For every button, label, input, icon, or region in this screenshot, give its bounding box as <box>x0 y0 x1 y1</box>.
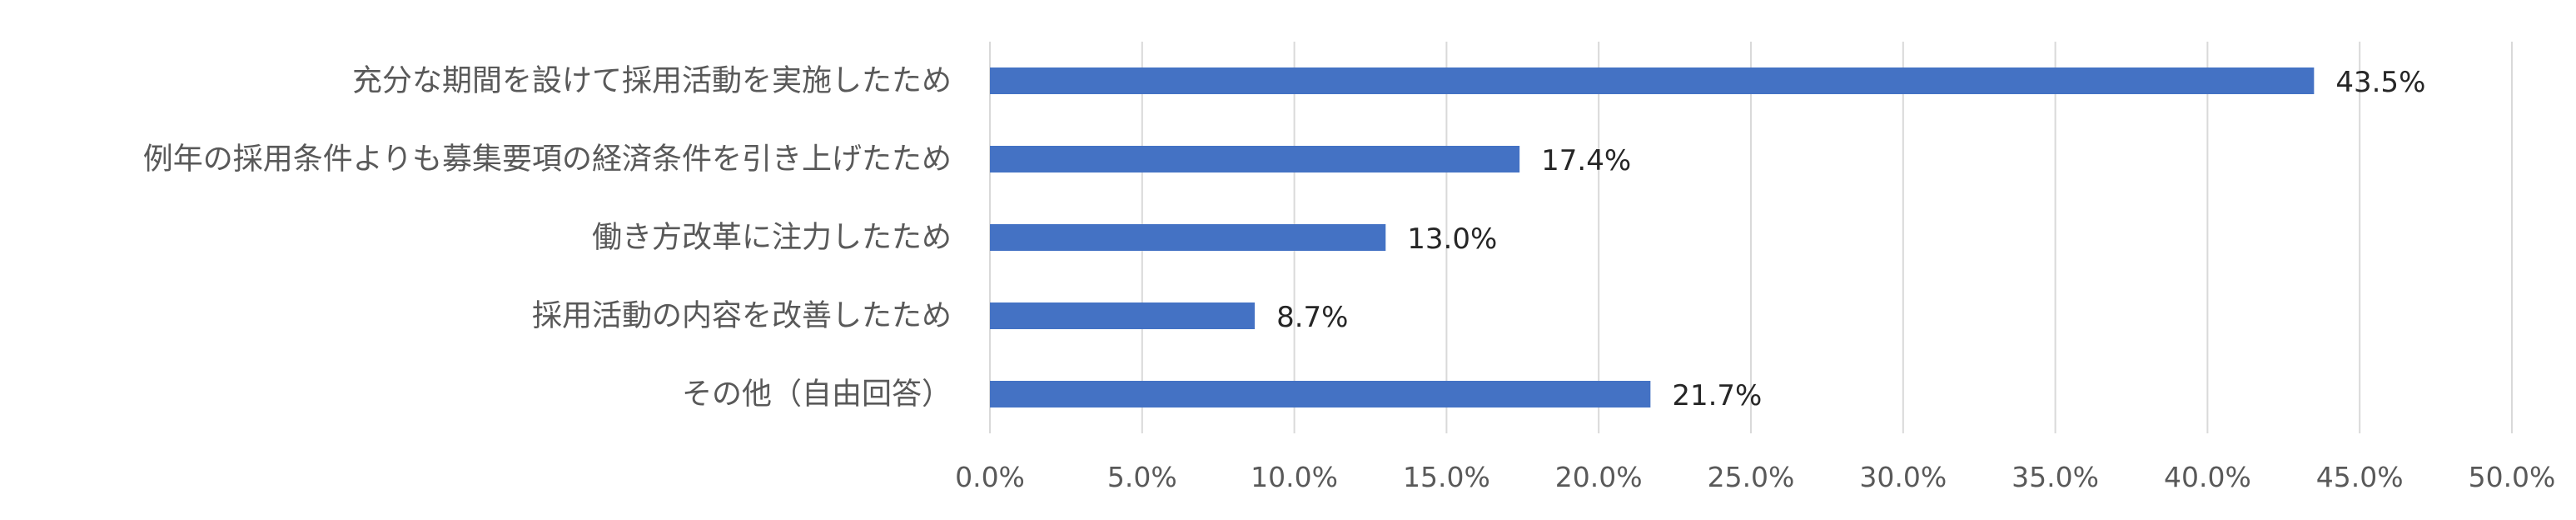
x-tick-label: 5.0% <box>1107 461 1177 493</box>
bars <box>990 68 2315 408</box>
bar <box>990 224 1386 251</box>
data-label: 13.0% <box>1407 222 1497 256</box>
x-tick-label: 20.0% <box>1555 461 1643 493</box>
category-label: その他（自由回答） <box>682 378 952 412</box>
x-tick-label: 50.0% <box>2469 461 2556 493</box>
bar <box>990 302 1256 329</box>
category-label: 働き方改革に注力したため <box>592 221 952 255</box>
x-tick-label: 30.0% <box>1859 461 1947 493</box>
x-tick-label: 35.0% <box>2012 461 2099 493</box>
category-label: 採用活動の内容を改善したため <box>532 299 952 333</box>
x-tick-label: 15.0% <box>1403 461 1490 493</box>
category-labels: 充分な期間を設けて採用活動を実施したため例年の採用条件よりも募集要項の経済条件を… <box>143 64 952 412</box>
data-label: 21.7% <box>1672 379 1762 412</box>
data-labels: 43.5% 17.4% 13.0% 8.7% 21.7% <box>1276 66 2425 412</box>
bar <box>990 146 1520 172</box>
bar <box>990 381 1651 408</box>
category-label: 充分な期間を設けて採用活動を実施したため <box>352 64 952 98</box>
category-label: 例年の採用条件よりも募集要項の経済条件を引き上げたため <box>143 142 952 177</box>
x-axis-tick-labels: 0.0% 5.0% 10.0% 15.0% 20.0% 25.0% 30.0% 35.0% 40… <box>955 461 2555 493</box>
x-tick-label: 25.0% <box>1708 461 1795 493</box>
x-tick-label: 0.0% <box>955 461 1025 493</box>
x-tick-label: 40.0% <box>2164 461 2251 493</box>
data-label: 43.5% <box>2335 66 2425 99</box>
gridlines <box>989 42 2513 433</box>
data-label: 17.4% <box>1541 144 1631 178</box>
x-tick-label: 10.0% <box>1251 461 1338 493</box>
bar <box>990 68 2315 94</box>
data-label: 8.7% <box>1276 301 1348 334</box>
x-tick-label: 45.0% <box>2316 461 2404 493</box>
